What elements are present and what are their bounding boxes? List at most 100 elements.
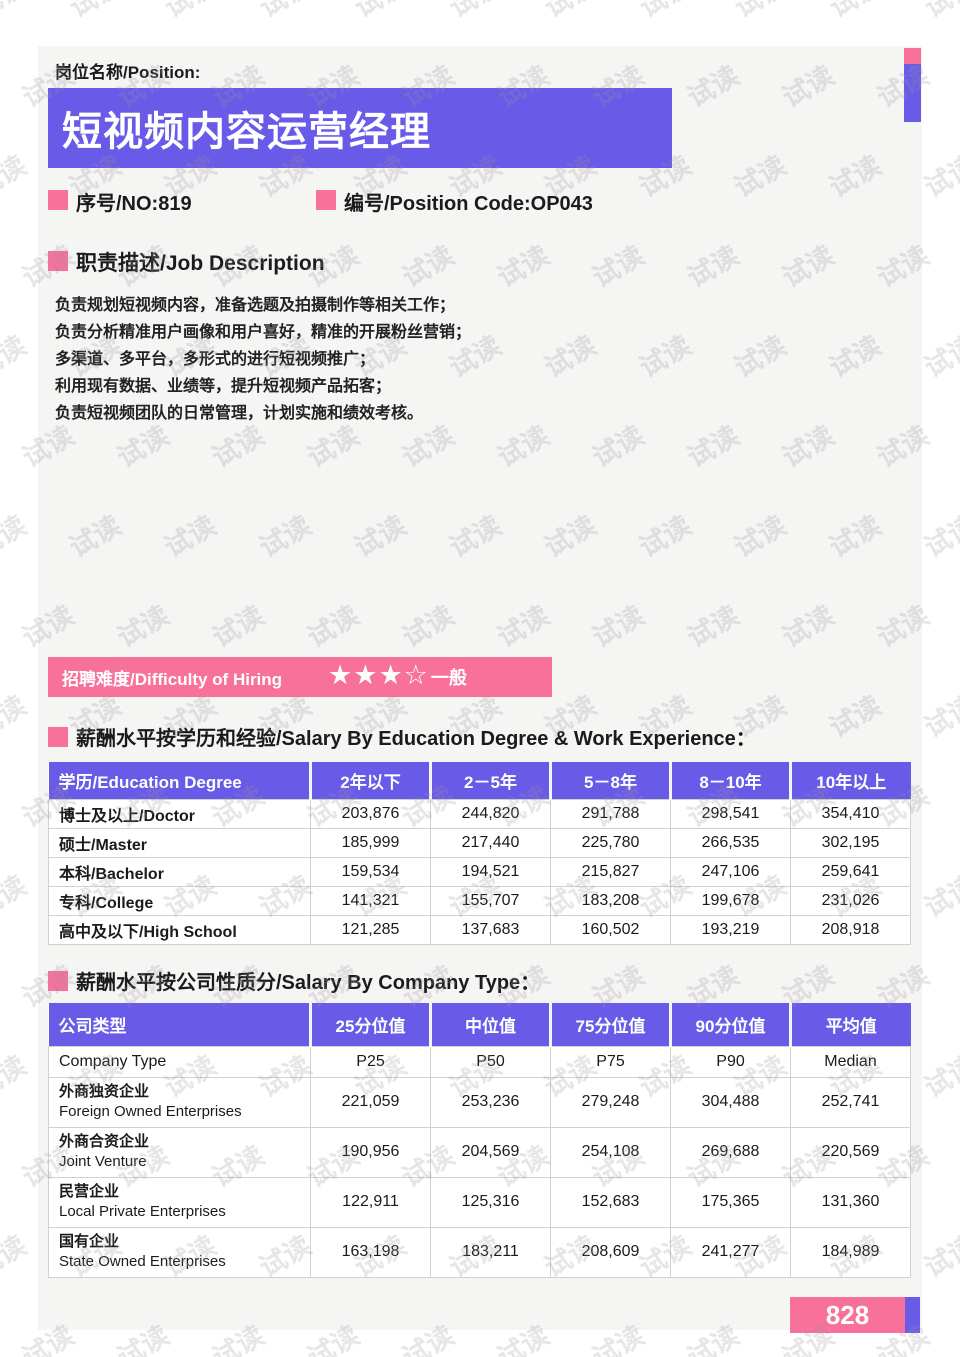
watermark-text: 试读	[441, 0, 507, 25]
row-label: 高中及以下/High School	[48, 914, 311, 945]
row-label: 外商合资企业 Joint Venture	[48, 1126, 311, 1178]
job-description-line: 多渠道、多平台，多形式的进行短视频推广；	[55, 351, 376, 368]
salary-value: 241,277	[670, 1226, 791, 1278]
watermark-text: 试读	[919, 330, 960, 384]
salary-value: 155,707	[430, 885, 551, 916]
salary-value: 253,236	[430, 1076, 551, 1128]
position-code: 编号/Position Code:OP043	[344, 193, 593, 215]
row-label: 国有企业 State Owned Enterprises	[48, 1226, 311, 1278]
page-number-accent	[905, 1297, 920, 1333]
bullet-square-icon	[48, 190, 68, 210]
column-header: 公司类型	[48, 1003, 311, 1046]
watermark-text: 试读	[919, 1050, 960, 1104]
watermark-text: 试读	[0, 330, 32, 384]
salary-value: 199,678	[670, 885, 791, 916]
salary-value: 122,911	[310, 1176, 431, 1228]
table-row: 专科/College 141,321 155,707 183,208 199,6…	[48, 885, 911, 916]
difficulty-label: 招聘难度/Difficulty of Hiring	[62, 669, 283, 689]
page-number-badge: 828	[790, 1297, 905, 1333]
watermark-text: 试读	[916, 0, 960, 25]
row-label: 民营企业 Local Private Enterprises	[48, 1176, 311, 1228]
column-subheader: P75	[550, 1045, 671, 1078]
column-header: 中位值	[429, 1003, 551, 1046]
watermark-text: 试读	[919, 870, 960, 924]
salary-by-company-table: 公司类型 25分位值 中位值 75分位值 90分位值 平均值 Company T…	[48, 1003, 911, 1278]
column-subheader: Median	[790, 1045, 911, 1078]
corner-accent-pink	[904, 48, 921, 64]
job-description-line: 利用现有数据、业绩等，提升短视频产品拓客；	[55, 378, 392, 395]
salary-value: 266,535	[670, 827, 791, 858]
salary-value: 215,827	[550, 856, 671, 887]
watermark-text: 试读	[0, 0, 32, 25]
job-description-title: 职责描述/Job Description	[76, 252, 325, 275]
column-header: 2－5年	[429, 762, 551, 799]
company-type-cn: 外商独资企业	[59, 1083, 150, 1100]
table-row: 博士及以上/Doctor 203,876 244,820 291,788 298…	[48, 798, 911, 829]
watermark-text: 试读	[821, 0, 887, 25]
difficulty-level: 一般	[430, 668, 467, 688]
salary-value: 152,683	[550, 1176, 671, 1228]
table-header-row: 学历/Education Degree 2年以下 2－5年 5－8年 8－10年…	[48, 762, 911, 799]
star-rating-filled-icon: ★★★	[328, 659, 404, 690]
salary-value: 203,876	[310, 798, 431, 829]
salary-by-company-title: 薪酬水平按公司性质分/Salary By Company Type：	[76, 972, 541, 994]
salary-value: 131,360	[790, 1176, 911, 1228]
row-label: 外商独资企业 Foreign Owned Enterprises	[48, 1076, 311, 1128]
table-subheader-row: Company Type P25 P50 P75 P90 Median	[48, 1045, 911, 1078]
table-row: 民营企业 Local Private Enterprises 122,911 1…	[48, 1176, 911, 1228]
watermark-text: 试读	[0, 1230, 32, 1284]
column-subheader: P50	[430, 1045, 551, 1078]
salary-value: 252,741	[790, 1076, 911, 1128]
salary-value: 163,198	[310, 1226, 431, 1278]
company-type-cn: 国有企业	[59, 1233, 120, 1250]
watermark-text: 试读	[536, 0, 602, 25]
salary-value: 208,609	[550, 1226, 671, 1278]
position-title-banner: 短视频内容运营经理	[48, 88, 672, 168]
job-description-line: 负责规划短视频内容，准备选题及拍摄制作等相关工作；	[55, 297, 456, 314]
company-type-en: State Owned Enterprises	[59, 1253, 226, 1270]
salary-value: 225,780	[550, 827, 671, 858]
job-description-text: 负责规划短视频内容，准备选题及拍摄制作等相关工作； 负责分析精准用户画像和用户喜…	[55, 292, 815, 427]
salary-value: 269,688	[670, 1126, 791, 1178]
job-description-line: 负责短视频团队的日常管理，计划实施和绩效考核。	[55, 405, 424, 422]
watermark-text: 试读	[919, 1230, 960, 1284]
salary-value: 141,321	[310, 885, 431, 916]
salary-value: 244,820	[430, 798, 551, 829]
bullet-square-icon	[316, 190, 336, 210]
salary-by-education-title: 薪酬水平按学历和经验/Salary By Education Degree & …	[76, 728, 756, 750]
column-subheader: P25	[310, 1045, 431, 1078]
watermark-text: 试读	[61, 0, 127, 25]
company-type-cn: 外商合资企业	[59, 1133, 150, 1150]
column-header: 学历/Education Degree	[48, 762, 311, 799]
row-label: 本科/Bachelor	[48, 856, 311, 887]
bullet-square-icon	[48, 727, 68, 747]
watermark-text: 试读	[346, 0, 412, 25]
salary-value: 194,521	[430, 856, 551, 887]
salary-value: 175,365	[670, 1176, 791, 1228]
salary-value: 247,106	[670, 856, 791, 887]
bullet-square-icon	[48, 971, 68, 991]
salary-value: 217,440	[430, 827, 551, 858]
salary-value: 298,541	[670, 798, 791, 829]
table-row: 国有企业 State Owned Enterprises 163,198 183…	[48, 1226, 911, 1278]
row-label: 博士及以上/Doctor	[48, 798, 311, 829]
salary-value: 220,569	[790, 1126, 911, 1178]
watermark-text: 试读	[919, 150, 960, 204]
star-rating-empty-icon: ☆	[403, 659, 429, 690]
table-row: 硕士/Master 185,999 217,440 225,780 266,53…	[48, 827, 911, 858]
salary-value: 208,918	[790, 914, 911, 945]
salary-value: 159,534	[310, 856, 431, 887]
salary-value: 204,569	[430, 1126, 551, 1178]
column-header: 90分位值	[669, 1003, 791, 1046]
watermark-text: 试读	[0, 870, 32, 924]
watermark-text: 试读	[726, 0, 792, 25]
salary-value: 254,108	[550, 1126, 671, 1178]
salary-value: 221,059	[310, 1076, 431, 1128]
column-header: 10年以上	[789, 762, 911, 799]
column-subheader: Company Type	[48, 1045, 311, 1078]
difficulty-banner: 招聘难度/Difficulty of Hiring ★★★ ☆ 一般	[48, 657, 552, 697]
column-header: 平均值	[789, 1003, 911, 1046]
table-row: 外商独资企业 Foreign Owned Enterprises 221,059…	[48, 1076, 911, 1128]
salary-value: 259,641	[790, 856, 911, 887]
